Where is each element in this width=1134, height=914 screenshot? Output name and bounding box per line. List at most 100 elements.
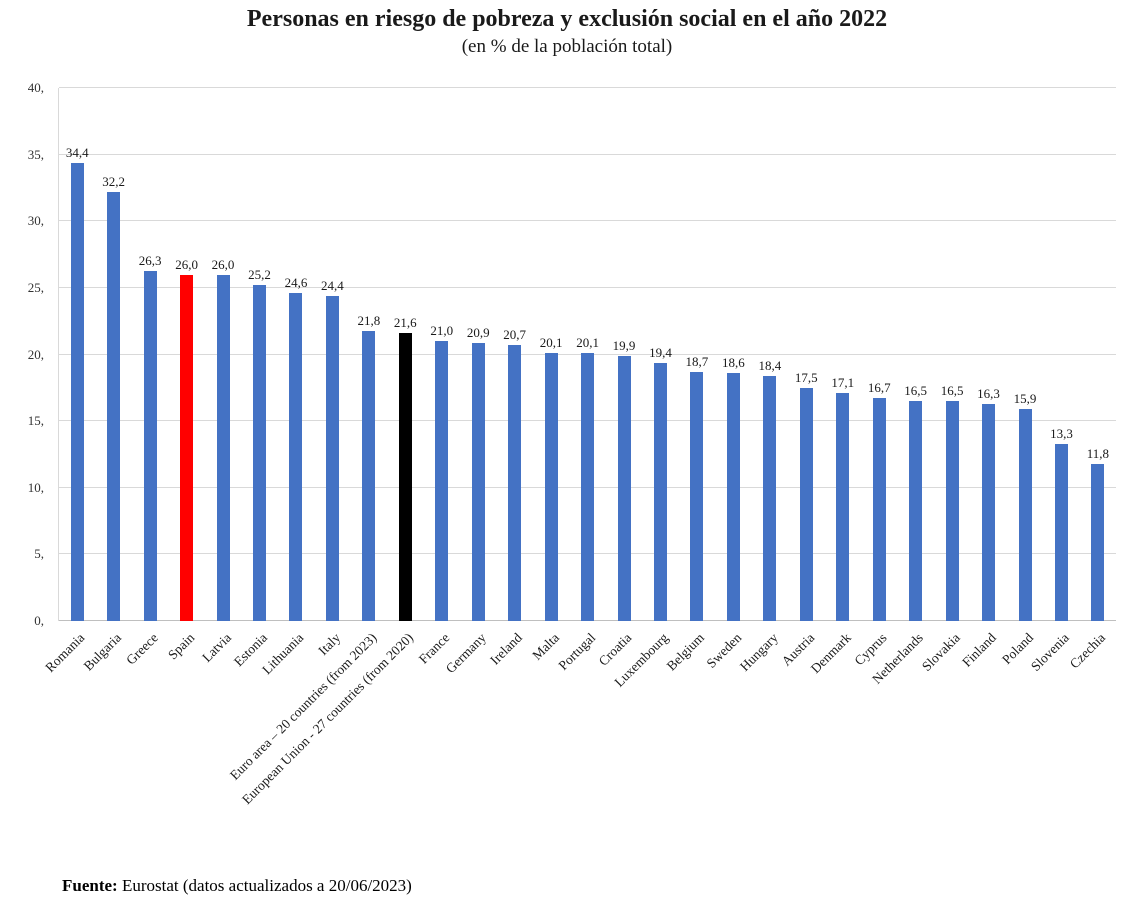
bar-bulgaria [107,191,121,621]
plot-area: 34,4 Romania 32,2 Bulgaria 26,3 Greece 26,0 Spa… [43,87,1116,807]
bar-column: 21,6 European Union - 27 countries (from … [239,88,423,807]
bar-value-label: 16,3 [977,385,1000,401]
bar-value-label: 19,9 [612,337,636,353]
bar-romania [70,162,84,621]
y-tick-label: 15, [27,413,44,429]
bar-column: 16,7 Cyprus [852,88,897,668]
bar-column: 16,5 Netherlands [870,88,933,687]
bar-european-union-27-countries-from-2020 [398,333,412,621]
bar-euro-area-20-countries-from-2023 [362,330,376,621]
bar-malta [544,353,558,621]
bar-column: 11,8 Czechia [1067,88,1116,672]
x-axis-label: Greece [123,630,161,668]
source-label: Fuente: [62,876,118,895]
bar-cyprus [872,398,886,621]
bar-france [435,341,449,621]
bar-lithuania [289,293,303,621]
bar-value-label: 32,2 [102,173,126,189]
bar-value-label: 21,0 [430,323,454,339]
bar-luxembourg [653,362,667,621]
y-tick-label: 40, [27,80,44,95]
bar-austria [799,387,813,621]
bar-spain [180,274,194,621]
bar-column: 13,3 Slovenia [1028,88,1079,674]
bar-value-label: 17,5 [794,369,818,385]
x-axis-label: Finland [959,630,1000,670]
bar-slovakia [945,401,959,621]
x-axis-label: Hungary [736,630,781,675]
bar-value-label: 16,5 [904,383,928,399]
bar-column: 26,0 Latvia [199,88,241,665]
gridline [59,220,1116,222]
x-axis-label: Latvia [198,630,234,665]
bar-column: 19,4 Luxembourg [611,88,678,690]
bar-column: 16,5 Slovakia [919,88,970,674]
bar-czechia [1091,463,1105,621]
x-axis-label: Spain [164,630,198,663]
x-axis-label: Portugal [555,630,599,673]
bar-value-label: 26,0 [211,256,235,272]
bar-netherlands [909,401,923,621]
bar-column: 20,1 Portugal [555,88,605,673]
y-tick-label: 30, [27,213,44,229]
bar-denmark [836,393,850,621]
bar-value-label: 25,2 [248,267,271,283]
bar-column: 18,6 Sweden [703,88,751,671]
bar-column: 17,5 Austria [778,88,824,669]
bar-value-label: 24,6 [284,275,308,291]
bar-column: 20,1 Malta [529,88,569,663]
bar-value-label: 34,4 [65,144,89,160]
bar-value-label: 20,9 [466,324,490,340]
bar-value-label: 16,7 [867,380,891,396]
bar-column: 24,4 Italy [314,88,350,658]
bar-value-label: 17,1 [831,375,855,391]
bar-column: 19,9 Croatia [596,88,642,669]
source-note: Fuente: Eurostat (datos actualizados a 2… [62,876,412,896]
bar-belgium [690,371,704,621]
bar-value-label: 18,6 [722,355,745,371]
bar-italy [325,295,339,621]
bar-column: 26,0 Spain [165,88,204,663]
bar-value-label: 20,1 [539,335,563,351]
bar-hungary [763,375,777,621]
x-axis-label: Belgium [664,630,708,674]
x-axis-label: Romania [42,630,88,676]
bar-column: 32,2 Bulgaria [81,88,131,674]
bar-value-label: 26,3 [138,252,162,268]
gridline [59,87,1116,88]
bar-value-label: 21,6 [393,315,417,331]
x-axis-label: Bulgaria [80,630,125,674]
bar-value-label: 15,9 [1013,391,1037,407]
y-tick-label: 20, [27,346,44,362]
bar-estonia [252,285,266,621]
source-text: Eurostat (datos actualizados a 20/06/202… [117,876,412,895]
bar-column: 21,8 Euro area – 20 countries (from 2023) [227,88,387,783]
bar-column: 24,6 Lithuania [259,88,314,677]
x-axis-label: Ireland [487,630,526,668]
chart-title: Personas en riesgo de pobreza y exclusió… [246,6,888,32]
bar-value-label: 21,8 [357,312,381,328]
x-axis-label: Italy [314,630,344,659]
y-tick-label: 0, [34,613,44,628]
bar-column: 21,0 France [416,88,460,666]
bar-value-label: 20,1 [576,335,599,351]
y-tick-label: 35, [27,146,44,162]
bar-columns: 34,4 Romania 32,2 Bulgaria 26,3 Greece 26,0 Spa… [43,88,1116,807]
bar-value-label: 19,4 [649,344,672,360]
bar-value-label: 13,3 [1050,425,1073,441]
bar-column: 18,7 Belgium [664,88,715,674]
bar-value-label: 18,7 [685,353,709,369]
bar-germany [471,342,485,621]
chart-subtitle: (en % de la población total) [461,36,673,57]
gridline [59,286,1116,288]
bar-croatia [617,355,631,621]
bar-latvia [216,274,230,621]
y-axis: 0, 5, 10, 15, 20, 25, 30, 35, 40, [0,80,52,628]
x-axis-label: Slovakia [918,630,963,675]
bar-value-label: 20,7 [503,327,527,343]
bar-column: 15,9 Poland [998,88,1043,667]
bar-value-label: 18,4 [758,357,782,373]
bar-column: 25,2 Estonia [231,88,277,669]
bar-value-label: 11,8 [1086,445,1110,461]
